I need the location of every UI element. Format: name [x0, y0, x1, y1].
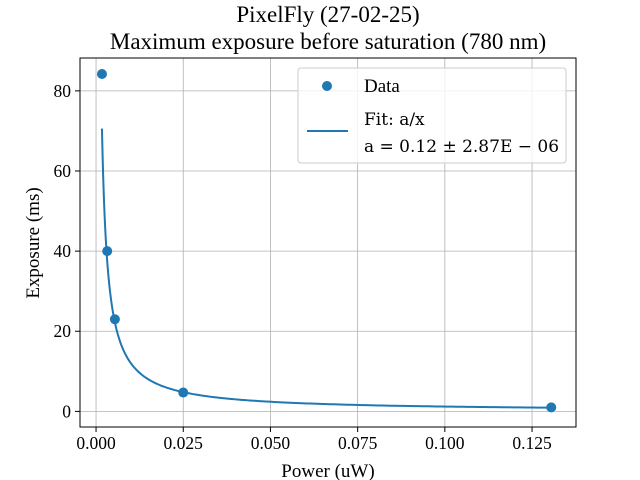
data-point [109, 314, 120, 325]
x-tick-label: 0.025 [164, 433, 204, 453]
chart-subtitle: Maximum exposure before saturation (780 … [110, 29, 546, 54]
legend-box [297, 67, 567, 164]
data-point [102, 246, 113, 257]
y-tick-label: 40 [54, 241, 72, 261]
legend-fit-param: a = 0.12 ± 2.87E − 06 [364, 137, 559, 157]
x-tick-label: 0.000 [76, 433, 116, 453]
data-point [178, 387, 189, 398]
x-axis-label: Power (uW) [281, 461, 374, 480]
fit-curve [100, 128, 552, 409]
plot-area-frame [79, 57, 577, 428]
fit-series [100, 128, 552, 409]
data-series [96, 69, 557, 413]
x-tick-label: 0.100 [425, 433, 465, 453]
x-tick-label: 0.075 [338, 433, 378, 453]
y-tick-label: 80 [54, 81, 72, 101]
x-tick-label: 0.050 [251, 433, 291, 453]
data-point [546, 402, 557, 413]
y-tick-label: 60 [54, 161, 72, 181]
legend-fit-label: Fit: a/x [364, 110, 425, 130]
y-axis-label: Exposure (ms) [23, 187, 44, 298]
y-tick-label: 20 [54, 321, 72, 341]
legend-data-label: Data [364, 76, 400, 97]
y-tick-label: 0 [62, 401, 71, 421]
legend-data-marker [322, 81, 332, 91]
legend: Data Fit: a/x a = 0.12 ± 2.87E − 06 [297, 67, 567, 164]
chart-title: PixelFly (27-02-25) [236, 2, 419, 27]
x-axis-ticks: 0.000 0.025 0.050 0.075 0.100 0.125 [76, 427, 552, 453]
x-tick-label: 0.125 [512, 433, 552, 453]
y-axis-ticks: 0 20 40 60 80 [54, 81, 80, 421]
data-point [96, 69, 107, 80]
